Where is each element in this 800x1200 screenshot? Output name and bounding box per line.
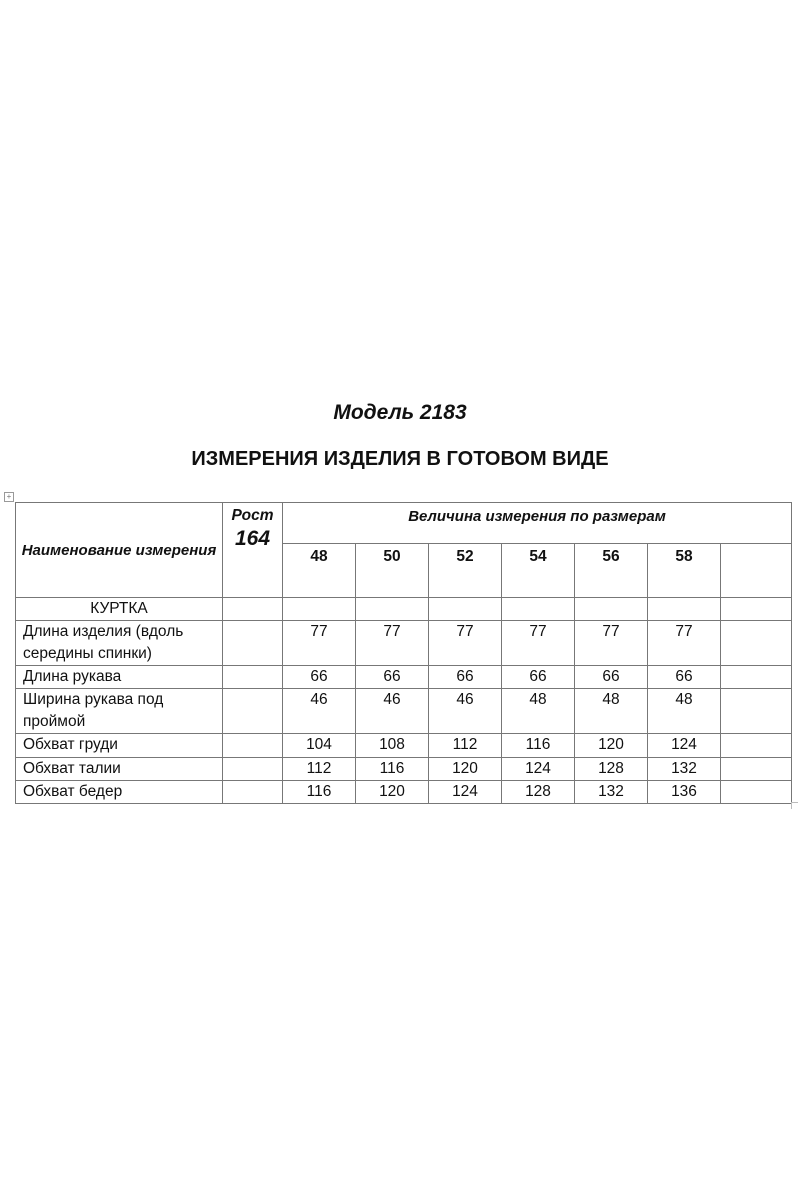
measurement-name: Ширина рукава под проймой	[15, 688, 223, 734]
measurement-name: Обхват бедер	[15, 780, 223, 804]
value-cell: 120	[355, 780, 429, 804]
value-cell: 124	[501, 757, 575, 781]
value-cell: 77	[647, 620, 721, 666]
value-cell: 112	[428, 733, 502, 758]
size-header: 48	[282, 543, 356, 598]
value-cell: 124	[428, 780, 502, 804]
table-row: Длина рукава 66 66 66 66 66 66	[15, 665, 792, 689]
value-cell: 120	[574, 733, 648, 758]
height-cell	[222, 733, 283, 758]
section-row: КУРТКА	[15, 597, 792, 621]
value-cell: 104	[282, 733, 356, 758]
value-cell: 128	[501, 780, 575, 804]
value-cell: 46	[428, 688, 502, 734]
height-cell	[222, 688, 283, 734]
height-cell	[222, 780, 283, 804]
value-cell: 77	[574, 620, 648, 666]
empty-cell	[720, 733, 792, 758]
value-cell: 66	[501, 665, 575, 689]
table-row: Обхват бедер 116 120 124 128 132 136	[15, 780, 792, 804]
size-header: 56	[574, 543, 648, 598]
value-cell: 116	[355, 757, 429, 781]
value-cell: 120	[428, 757, 502, 781]
value-cell: 66	[282, 665, 356, 689]
value-cell: 132	[647, 757, 721, 781]
table-row: Обхват талии 112 116 120 124 128 132	[15, 757, 792, 781]
value-cell: 132	[574, 780, 648, 804]
table-row: Длина изделия (вдоль середины спинки) 77 7…	[15, 620, 792, 666]
value-cell: 66	[574, 665, 648, 689]
value-cell: 77	[501, 620, 575, 666]
height-label: Рост	[231, 507, 274, 524]
empty-cell	[720, 688, 792, 734]
values-header: Величина измерения по размерам	[282, 502, 792, 544]
size-header	[720, 543, 792, 598]
measurements-table: Наименование измерения Рост 164 Величина…	[15, 502, 792, 804]
value-cell: 116	[282, 780, 356, 804]
empty-cell	[720, 780, 792, 804]
height-cell	[222, 665, 283, 689]
empty-cell	[720, 620, 792, 666]
measurement-name: Длина рукава	[15, 665, 223, 689]
value-cell: 108	[355, 733, 429, 758]
table-row: Ширина рукава под проймой 46 46 46 48 48 48	[15, 688, 792, 734]
value-cell: 124	[647, 733, 721, 758]
table-resize-handle[interactable]	[791, 802, 798, 809]
measurement-name: Длина изделия (вдоль середины спинки)	[15, 620, 223, 666]
name-header: Наименование измерения	[15, 502, 223, 598]
value-cell: 136	[647, 780, 721, 804]
measurement-name: Обхват талии	[15, 757, 223, 781]
size-header: 52	[428, 543, 502, 598]
measurement-name: Обхват груди	[15, 733, 223, 758]
value-cell: 46	[355, 688, 429, 734]
value-cell: 112	[282, 757, 356, 781]
size-header: 54	[501, 543, 575, 598]
size-header: 58	[647, 543, 721, 598]
value-cell: 77	[355, 620, 429, 666]
table-row: Обхват груди 104 108 112 116 120 124	[15, 733, 792, 758]
value-cell: 48	[574, 688, 648, 734]
sizes-row: 48 50 52 54 56 58	[16, 543, 792, 598]
value-cell: 66	[428, 665, 502, 689]
section-label: КУРТКА	[15, 597, 223, 621]
height-cell	[222, 620, 283, 666]
empty-cell	[720, 757, 792, 781]
height-header: Рост 164	[222, 502, 283, 598]
value-cell: 77	[428, 620, 502, 666]
value-cell: 116	[501, 733, 575, 758]
value-cell: 48	[501, 688, 575, 734]
page-heading: ИЗМЕРЕНИЯ ИЗДЕЛИЯ В ГОТОВОМ ВИДЕ	[191, 448, 609, 470]
empty-cell	[720, 665, 792, 689]
value-cell: 66	[355, 665, 429, 689]
height-value: 164	[234, 527, 271, 550]
size-header: 50	[355, 543, 429, 598]
value-cell: 46	[282, 688, 356, 734]
height-cell	[222, 757, 283, 781]
table-move-handle-icon[interactable]: +	[4, 492, 14, 502]
value-cell: 77	[282, 620, 356, 666]
model-title: Модель 2183	[333, 401, 467, 424]
value-cell: 48	[647, 688, 721, 734]
value-cell: 128	[574, 757, 648, 781]
value-cell: 66	[647, 665, 721, 689]
